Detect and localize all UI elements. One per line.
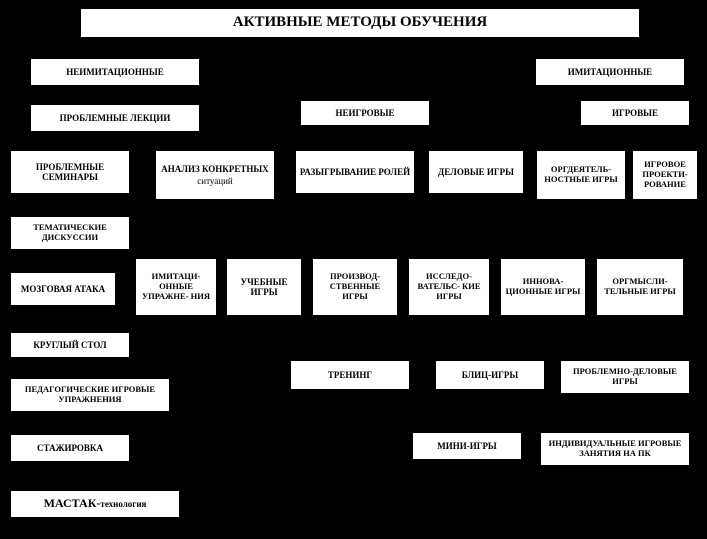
node-mini: МИНИ-ИГРЫ	[412, 432, 522, 460]
node-orgmysl: ОРГМЫСЛИ- ТЕЛЬНЫЕ ИГРЫ	[596, 258, 684, 316]
node-indiv: ИНДИВИДУАЛЬНЫЕ ИГРОВЫЕ ЗАНЯТИЯ НА ПК	[540, 432, 690, 466]
node-blic: БЛИЦ-ИГРЫ	[435, 360, 545, 390]
node-analysis: АНАЛИЗ КОНКРЕТНЫХ ситуаций	[155, 150, 275, 200]
node-pedupr: ПЕДАГОГИЧЕСКИЕ ИГРОВЫЕ УПРАЖНЕНИЯ	[10, 378, 170, 412]
node-probsem: ПРОБЛЕМНЫЕ СЕМИНАРЫ	[10, 150, 130, 194]
node-delov: ДЕЛОВЫЕ ИГРЫ	[428, 150, 524, 194]
node-roles: РАЗЫГРЫВАНИЕ РОЛЕЙ	[295, 150, 415, 194]
node-title: АКТИВНЫЕ МЕТОДЫ ОБУЧЕНИЯ	[80, 8, 640, 38]
node-mastak: МАСТАК-технология	[10, 490, 180, 518]
node-analysis-sub: ситуаций	[197, 176, 232, 186]
node-mozg: МОЗГОВАЯ АТАКА	[10, 272, 116, 306]
node-game: ИГРОВЫЕ	[580, 100, 690, 126]
diagram-canvas: АКТИВНЫЕ МЕТОДЫ ОБУЧЕНИЯ НЕИМИТАЦИОННЫЕ …	[0, 0, 707, 539]
node-innov: ИННОВА- ЦИОННЫЕ ИГРЫ	[500, 258, 586, 316]
node-imitupr: ИМИТАЦИ- ОННЫЕ УПРАЖНЕ- НИЯ	[135, 258, 217, 316]
node-trening: ТРЕНИНГ	[290, 360, 410, 390]
node-imit: ИМИТАЦИОННЫЕ	[535, 58, 685, 86]
node-krug: КРУГЛЫЙ СТОЛ	[10, 332, 130, 358]
node-stazh: СТАЖИРОВКА	[10, 434, 130, 462]
node-igrproj: ИГРОВОЕ ПРОЕКТИ- РОВАНИЕ	[632, 150, 698, 200]
node-issled: ИССЛЕДО- ВАТЕЛЬС- КИЕ ИГРЫ	[408, 258, 490, 316]
node-analysis-main: АНАЛИЗ КОНКРЕТНЫХ	[161, 164, 268, 174]
node-temat: ТЕМАТИЧЕСКИЕ ДИСКУССИИ	[10, 216, 130, 250]
node-probdel: ПРОБЛЕМНО-ДЕЛОВЫЕ ИГРЫ	[560, 360, 690, 394]
node-nongame: НЕИГРОВЫЕ	[300, 100, 430, 126]
node-proizv: ПРОИЗВОД- СТВЕННЫЕ ИГРЫ	[312, 258, 398, 316]
node-nonimit: НЕИМИТАЦИОННЫЕ	[30, 58, 200, 86]
node-orgdeyat: ОРГДЕЯТЕЛЬ- НОСТНЫЕ ИГРЫ	[536, 150, 626, 200]
node-mastak-main: МАСТАК-технология	[44, 497, 147, 511]
node-problect: ПРОБЛЕМНЫЕ ЛЕКЦИИ	[30, 104, 200, 132]
node-ucheb: УЧЕБНЫЕ ИГРЫ	[226, 258, 302, 316]
